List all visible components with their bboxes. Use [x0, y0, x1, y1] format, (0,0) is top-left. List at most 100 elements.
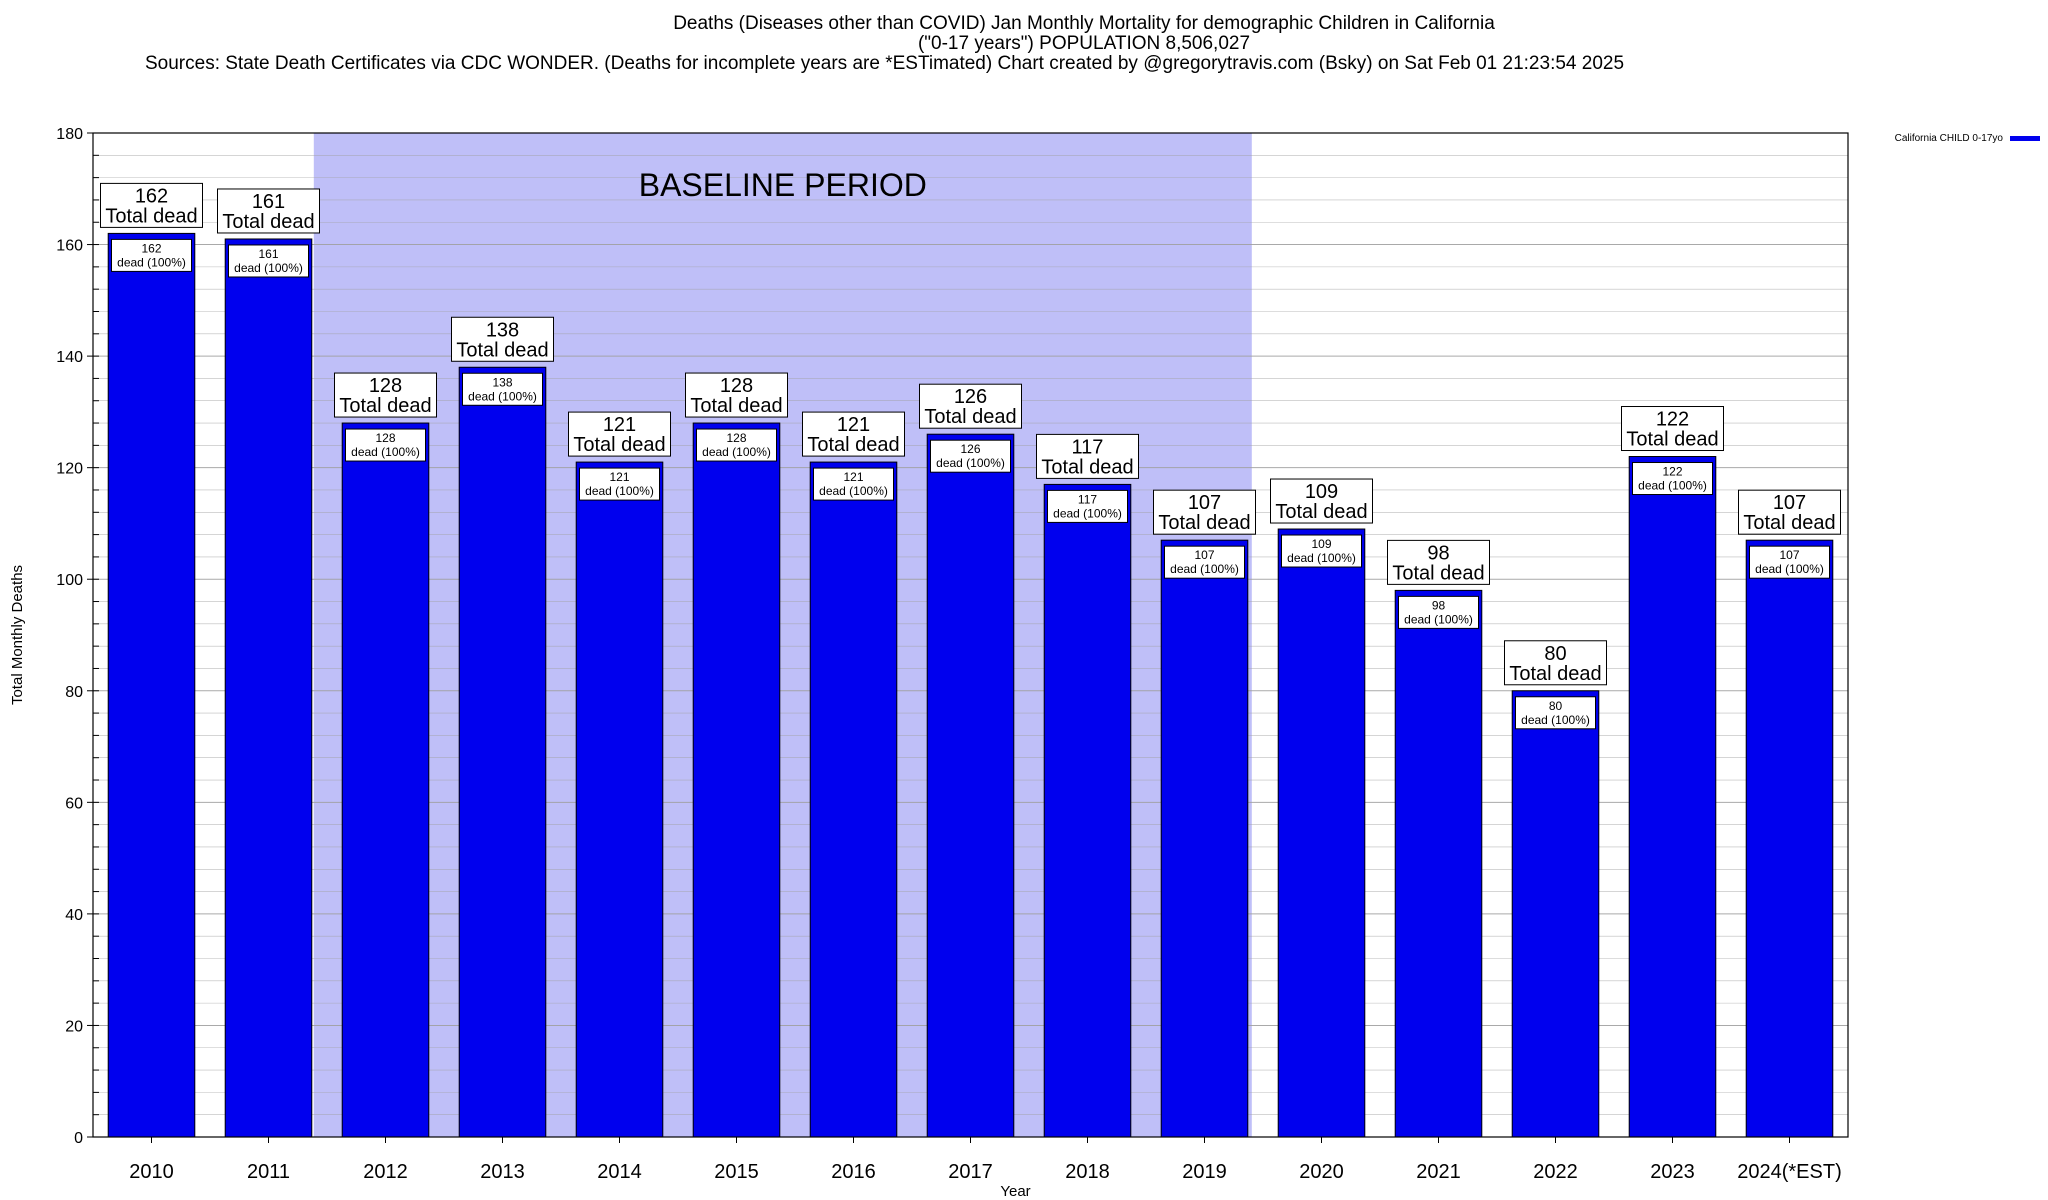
bar-total-label-box	[568, 411, 671, 457]
x-tick-label: 2013	[480, 1161, 525, 1183]
x-axis-label: Year	[1000, 1183, 1030, 1200]
bar-inner-label-box	[579, 467, 660, 501]
bar-inner-value: 138	[492, 375, 512, 389]
bar-total-suffix: Total dead	[339, 395, 431, 417]
bar-total-suffix: Total dead	[1743, 512, 1835, 534]
bar-total-suffix: Total dead	[1509, 663, 1601, 685]
bar-inner-label-box	[1398, 595, 1479, 629]
bar-total-suffix: Total dead	[1158, 512, 1250, 534]
bar-total-suffix: Total dead	[573, 434, 665, 456]
bar-total-value: 126	[954, 386, 987, 408]
bar-inner-label-box	[345, 428, 426, 462]
bar-inner-label-box	[1749, 545, 1830, 579]
baseline-period-label: BASELINE PERIOD	[639, 167, 927, 203]
x-tick-label: 2011	[247, 1161, 290, 1183]
bar-total-label-box	[1504, 640, 1607, 686]
bar-total-label-box	[1621, 406, 1724, 452]
x-tick-label: 2023	[1650, 1161, 1695, 1183]
bar-total-value: 121	[603, 414, 636, 436]
bar-inner-label-box	[228, 244, 309, 278]
x-tick-label: 2024(*EST)	[1737, 1161, 1842, 1183]
bar-inner-value: 161	[258, 247, 278, 261]
bar-2020	[1277, 528, 1366, 1138]
bar-total-label-box	[1153, 489, 1256, 535]
y-tick-label: 40	[65, 907, 83, 924]
bar-total-value: 122	[1656, 409, 1689, 431]
bar-2016	[809, 461, 898, 1138]
bar-inner-value: 98	[1432, 598, 1446, 612]
bar-total-value: 128	[369, 375, 402, 397]
bar-inner-label-box	[462, 372, 543, 406]
bar-total-value: 80	[1544, 643, 1566, 665]
bar-2017	[926, 433, 1015, 1138]
bar-inner-percent: dead (100%)	[1755, 562, 1824, 576]
bar-total-value: 138	[486, 319, 519, 341]
bar-inner-percent: dead (100%)	[1053, 506, 1122, 520]
bar-inner-percent: dead (100%)	[117, 255, 186, 269]
bar-total-suffix: Total dead	[1626, 429, 1718, 451]
bar-total-value: 121	[837, 414, 870, 436]
bar-total-suffix: Total dead	[924, 406, 1016, 428]
chart-subtitle: ("0-17 years") POPULATION 8,506,027	[917, 33, 1251, 54]
bar-total-suffix: Total dead	[1041, 456, 1133, 478]
bar-2018	[1043, 483, 1132, 1138]
bar-inner-value: 80	[1549, 699, 1563, 713]
bar-total-value: 162	[135, 185, 168, 207]
bar-inner-percent: dead (100%)	[1404, 612, 1473, 626]
bar-total-label-box	[685, 372, 788, 418]
x-tick-label: 2019	[1182, 1161, 1227, 1183]
bar-2024(*EST)	[1745, 539, 1834, 1138]
bar-2023	[1628, 456, 1717, 1138]
bar-total-label-box	[217, 188, 320, 234]
bar-total-value: 107	[1188, 492, 1221, 514]
bar-total-label-box	[1270, 478, 1373, 524]
plot-frame	[92, 132, 1849, 1138]
bar-total-label-box	[451, 316, 554, 362]
bar-inner-label-box	[1164, 545, 1245, 579]
bar-inner-value: 107	[1779, 548, 1799, 562]
bar-inner-percent: dead (100%)	[702, 445, 771, 459]
bar-2019	[1160, 539, 1249, 1138]
y-tick-label: 0	[74, 1130, 83, 1147]
bar-inner-value: 162	[141, 241, 161, 255]
x-tick-label: 2017	[948, 1161, 993, 1183]
bar-inner-percent: dead (100%)	[1170, 562, 1239, 576]
y-tick-label: 160	[56, 238, 83, 255]
bar-total-suffix: Total dead	[222, 211, 314, 233]
bar-total-label-box	[334, 372, 437, 418]
x-tick-label: 2021	[1416, 1161, 1461, 1183]
bar-total-label-box	[919, 383, 1022, 429]
x-tick-label: 2012	[363, 1161, 408, 1183]
bar-2022	[1511, 690, 1600, 1138]
bar-2010	[107, 232, 196, 1138]
chart-title: Deaths (Diseases other than COVID) Jan M…	[673, 13, 1495, 34]
bar-inner-value: 122	[1662, 465, 1682, 479]
bar-inner-percent: dead (100%)	[1287, 551, 1356, 565]
bar-inner-label-box	[111, 238, 192, 272]
y-tick-label: 140	[56, 349, 83, 366]
x-tick-label: 2020	[1299, 1161, 1344, 1183]
bar-inner-value: 121	[609, 470, 629, 484]
bar-total-label-box	[1738, 489, 1841, 535]
bar-inner-percent: dead (100%)	[936, 456, 1005, 470]
bar-inner-label-box	[1281, 534, 1362, 568]
x-tick-label: 2022	[1533, 1161, 1578, 1183]
bar-inner-label-box	[1515, 696, 1596, 730]
bar-2012	[341, 422, 430, 1138]
bar-inner-value: 107	[1194, 548, 1214, 562]
bar-inner-value: 117	[1078, 492, 1097, 506]
bar-total-suffix: Total dead	[1275, 501, 1367, 523]
bar-total-label-box	[100, 182, 203, 228]
bar-total-suffix: Total dead	[105, 205, 197, 227]
y-tick-label: 180	[56, 126, 83, 143]
x-tick-label: 2010	[129, 1161, 174, 1183]
bar-total-label-box	[1036, 433, 1139, 479]
bar-inner-label-box	[813, 467, 894, 501]
bar-inner-label-box	[1047, 489, 1128, 523]
bar-2014	[575, 461, 664, 1138]
bar-total-value: 117	[1072, 436, 1104, 458]
bar-inner-value: 128	[375, 431, 395, 445]
bar-inner-percent: dead (100%)	[468, 389, 537, 403]
bar-inner-label-box	[1632, 462, 1713, 496]
